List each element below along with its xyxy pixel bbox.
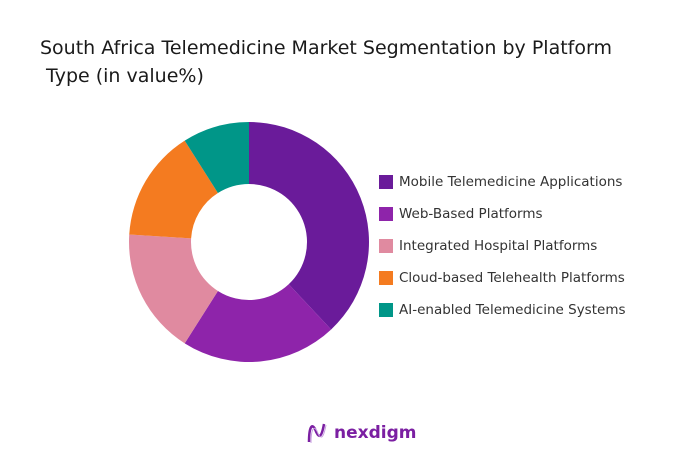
- legend-label: AI-enabled Telemedicine Systems: [399, 302, 626, 318]
- chart-title: South Africa Telemedicine Market Segment…: [40, 37, 612, 87]
- legend-label: Integrated Hospital Platforms: [399, 238, 598, 254]
- legend: Mobile Telemedicine Applications Web-Base…: [379, 166, 626, 326]
- legend-swatch: [379, 207, 393, 221]
- donut-slice-5: [184, 122, 249, 194]
- legend-swatch: [379, 303, 393, 317]
- donut-slice-1: [249, 122, 369, 330]
- legend-item: Web-Based Platforms: [379, 198, 626, 230]
- legend-label: Mobile Telemedicine Applications: [399, 174, 623, 190]
- legend-swatch: [379, 175, 393, 189]
- nexdigm-logo-icon: [307, 423, 327, 444]
- donut-slice-2: [184, 284, 332, 362]
- legend-item: Cloud-based Telehealth Platforms: [379, 262, 626, 294]
- legend-swatch: [379, 239, 393, 253]
- donut-slice-3: [128, 234, 218, 344]
- legend-item: Integrated Hospital Platforms: [379, 230, 626, 262]
- brand-name: nexdigm: [334, 423, 417, 443]
- legend-label: Cloud-based Telehealth Platforms: [399, 270, 625, 286]
- legend-swatch: [379, 271, 393, 285]
- legend-item: AI-enabled Telemedicine Systems: [379, 294, 626, 326]
- legend-item: Mobile Telemedicine Applications: [379, 166, 626, 198]
- legend-label: Web-Based Platforms: [399, 206, 543, 222]
- donut-slice-4: [129, 140, 218, 239]
- brand-logo: nexdigm: [306, 421, 416, 445]
